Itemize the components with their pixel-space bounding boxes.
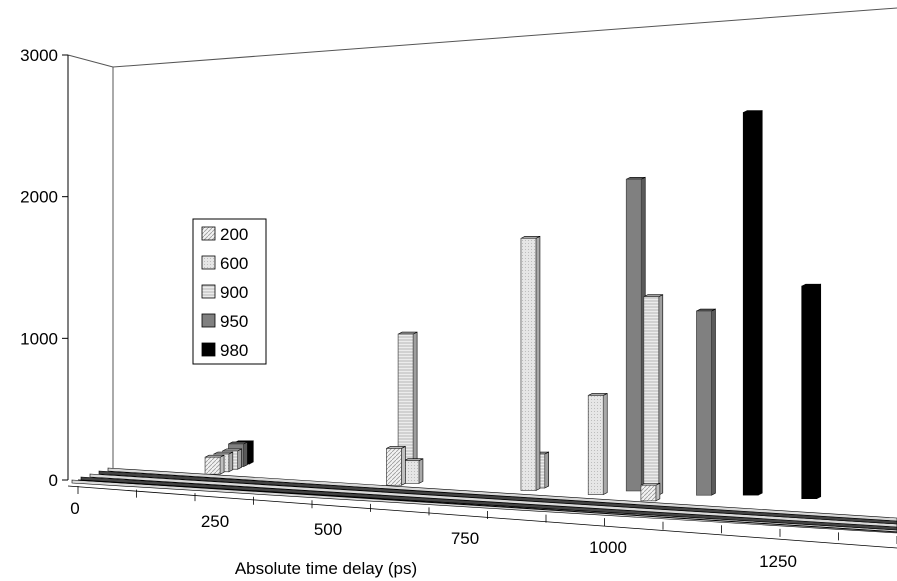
x-tick-label: 0: [70, 499, 79, 518]
legend-label: 200: [220, 225, 248, 244]
bar: [204, 454, 225, 475]
bar: [643, 294, 664, 496]
back-top-edge: [112, 7, 897, 68]
bar: [587, 392, 608, 496]
x-tick-label: 750: [451, 529, 479, 548]
x-tick-label: 500: [314, 520, 342, 539]
legend-swatch: [201, 226, 216, 241]
y-tick-label: 0: [49, 471, 58, 490]
x-axis-title: Absolute time delay (ps): [235, 559, 417, 578]
legend-swatch: [201, 342, 216, 357]
bars: [204, 110, 822, 502]
x-axis-line: [77, 479, 897, 533]
bar: [397, 331, 418, 481]
bar: [520, 235, 541, 491]
left-top-edge: [67, 54, 114, 68]
x-axis: 0 250 500 750 1000 1250: [70, 486, 897, 571]
y-tick-label: 1000: [20, 329, 58, 348]
y-tick-label: 2000: [20, 188, 58, 207]
bar: [625, 176, 646, 492]
bar: [386, 445, 406, 486]
legend-label: 980: [220, 341, 248, 360]
legend-label: 900: [220, 283, 248, 302]
bar: [696, 308, 716, 496]
y-axis: 0 1000 2000 3000: [20, 46, 68, 490]
legend-label: 950: [220, 312, 248, 331]
legend: 200 600 900 950 980: [192, 218, 267, 365]
x-axis-line-back: [67, 485, 897, 549]
chart-floor: [67, 467, 897, 549]
legend-swatch: [201, 313, 216, 328]
chart-frame: [67, 7, 897, 480]
bar: [640, 482, 661, 502]
y-tick-label: 3000: [20, 46, 58, 65]
bar: [403, 458, 424, 484]
legend-swatch: [201, 284, 216, 299]
bar: [742, 110, 763, 496]
legend-label: 600: [220, 254, 248, 273]
x-tick-label: 1250: [759, 552, 797, 571]
x-tick-label: 1000: [589, 538, 627, 557]
bar: [801, 283, 822, 500]
x-tick-label: 250: [201, 512, 229, 531]
legend-swatch: [201, 255, 216, 270]
floor-strip: [107, 467, 897, 522]
